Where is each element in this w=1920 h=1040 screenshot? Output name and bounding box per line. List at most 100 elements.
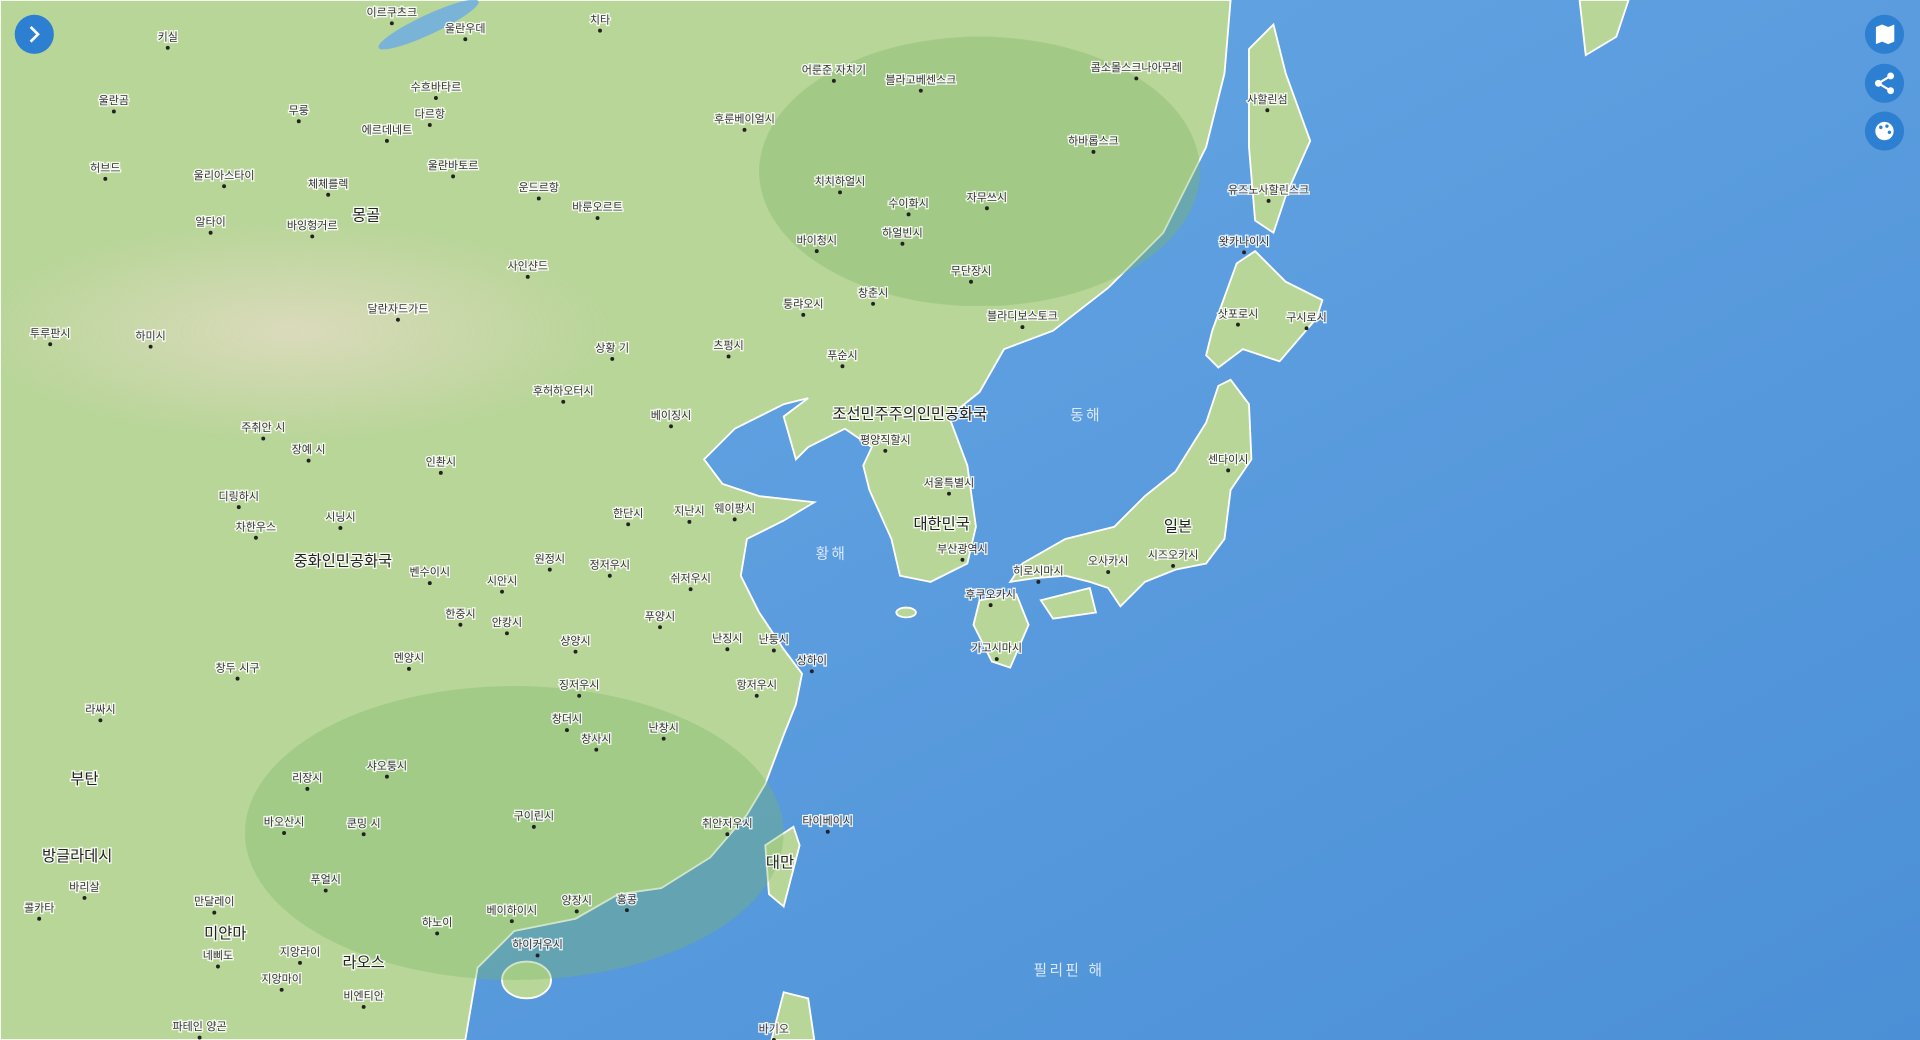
city-dot <box>1020 325 1025 330</box>
city-label: 라싸시 <box>85 703 115 716</box>
style-button[interactable] <box>1864 111 1905 151</box>
city-label: 비엔티안 <box>343 990 384 1003</box>
city-dot <box>535 953 540 958</box>
city-label: 베이징시 <box>651 409 692 422</box>
city-dot <box>801 312 806 317</box>
city-label: 울란곰 <box>99 94 129 107</box>
city-label: 샹양시 <box>560 634 590 647</box>
city-label: 난퉁시 <box>759 633 789 646</box>
city-label: 허브드 <box>90 161 120 174</box>
city-label: 키실 <box>158 30 178 43</box>
city-dot <box>598 28 602 33</box>
map-layers-button[interactable] <box>1864 14 1905 54</box>
city-label: 하노이 <box>422 915 452 929</box>
city-dot <box>261 436 266 441</box>
city-dot <box>831 78 836 83</box>
city-label: 항저우시 <box>736 678 777 691</box>
city-dot <box>607 573 612 578</box>
city-dot <box>742 127 747 132</box>
city-dot <box>361 1004 366 1009</box>
city-label: 평양직할시 <box>860 433 911 446</box>
city-label: 창더시 <box>552 713 582 726</box>
city-dot <box>577 693 582 698</box>
city-dot <box>969 279 973 284</box>
city-label: 바오산시 <box>264 816 305 829</box>
city-label: 베이하이시 <box>486 903 537 917</box>
city-dot <box>310 234 315 239</box>
philippines <box>770 991 816 1040</box>
city-dot <box>661 736 666 741</box>
city-dot <box>1106 570 1111 575</box>
share-button[interactable] <box>1864 63 1905 103</box>
city-dot <box>323 888 328 893</box>
city-dot <box>103 176 108 181</box>
city-label: 유즈노사할린스크 <box>1228 184 1309 197</box>
city-dot <box>726 354 731 359</box>
city-label: 이르쿠츠크 <box>366 6 417 19</box>
city-dot <box>688 587 693 592</box>
city-dot <box>1265 108 1270 113</box>
city-dot <box>809 669 814 674</box>
city-label: 사인샨드 <box>507 259 548 272</box>
city-dot <box>305 786 310 791</box>
city-label: 체체를렉 <box>308 177 349 190</box>
country-label: 몽골 <box>352 206 380 224</box>
city-label: 푸얼시 <box>311 872 341 886</box>
honshu <box>1008 378 1253 608</box>
city-label: 울란바토르 <box>428 159 479 172</box>
city-label: 부산광역시 <box>937 542 988 555</box>
expand-button[interactable] <box>14 14 54 54</box>
city-dot <box>458 622 463 627</box>
city-label: 타이베이시 <box>802 814 853 827</box>
city-label: 창사시 <box>581 732 611 745</box>
kyushu <box>972 593 1030 669</box>
city-label: 하바롭스크 <box>1068 134 1119 148</box>
city-dot <box>994 657 999 661</box>
city-dot <box>212 910 217 915</box>
city-dot <box>871 301 876 306</box>
city-dot <box>814 249 819 254</box>
city-dot <box>384 774 389 779</box>
city-dot <box>500 589 504 594</box>
city-label: 안캉시 <box>492 616 522 629</box>
city-label: 퉁랴오시 <box>783 297 824 310</box>
city-label: 한중시 <box>445 607 475 620</box>
city-label: 수이화시 <box>888 197 929 210</box>
city-dot <box>326 192 331 197</box>
city-dot <box>463 37 468 42</box>
city-label: 서울특별시 <box>924 476 975 489</box>
city-dot <box>825 829 830 834</box>
city-dot <box>197 1035 202 1040</box>
city-label: 난창시 <box>648 721 678 734</box>
city-dot <box>216 964 220 969</box>
sea-label: 황해 <box>815 546 847 563</box>
city-label: 후허하오터시 <box>533 383 594 397</box>
forest <box>759 36 1200 307</box>
city-dot <box>947 491 951 496</box>
city-dot <box>235 676 240 681</box>
country-label: 대한민국 <box>913 515 969 533</box>
city-dot <box>1171 563 1176 568</box>
city-label: 바잉헝거르 <box>287 219 338 232</box>
city-label: 울리아스타이 <box>194 169 255 182</box>
city-dot <box>1304 326 1309 331</box>
lake-baikal <box>378 0 479 50</box>
city-label: 하이커우시 <box>512 937 563 951</box>
city-dot <box>574 909 579 914</box>
city-dot <box>236 505 241 510</box>
city-dot <box>906 212 911 217</box>
city-label: 시닝시 <box>325 511 355 524</box>
city-dot <box>389 21 394 26</box>
city-label: 웨이팡시 <box>714 502 755 515</box>
city-dot <box>840 364 845 369</box>
city-dot <box>1236 322 1240 327</box>
city-dot <box>433 96 438 100</box>
city-label: 지앙라이 <box>280 945 321 958</box>
city-label: 한단시 <box>613 507 643 520</box>
city-label: 양장시 <box>562 894 592 907</box>
city-label: 왓카나이시 <box>1219 235 1270 248</box>
city-label: 투루판시 <box>30 327 71 340</box>
city-dot <box>626 522 631 527</box>
city-dot <box>1036 579 1041 584</box>
city-dot <box>427 581 432 586</box>
